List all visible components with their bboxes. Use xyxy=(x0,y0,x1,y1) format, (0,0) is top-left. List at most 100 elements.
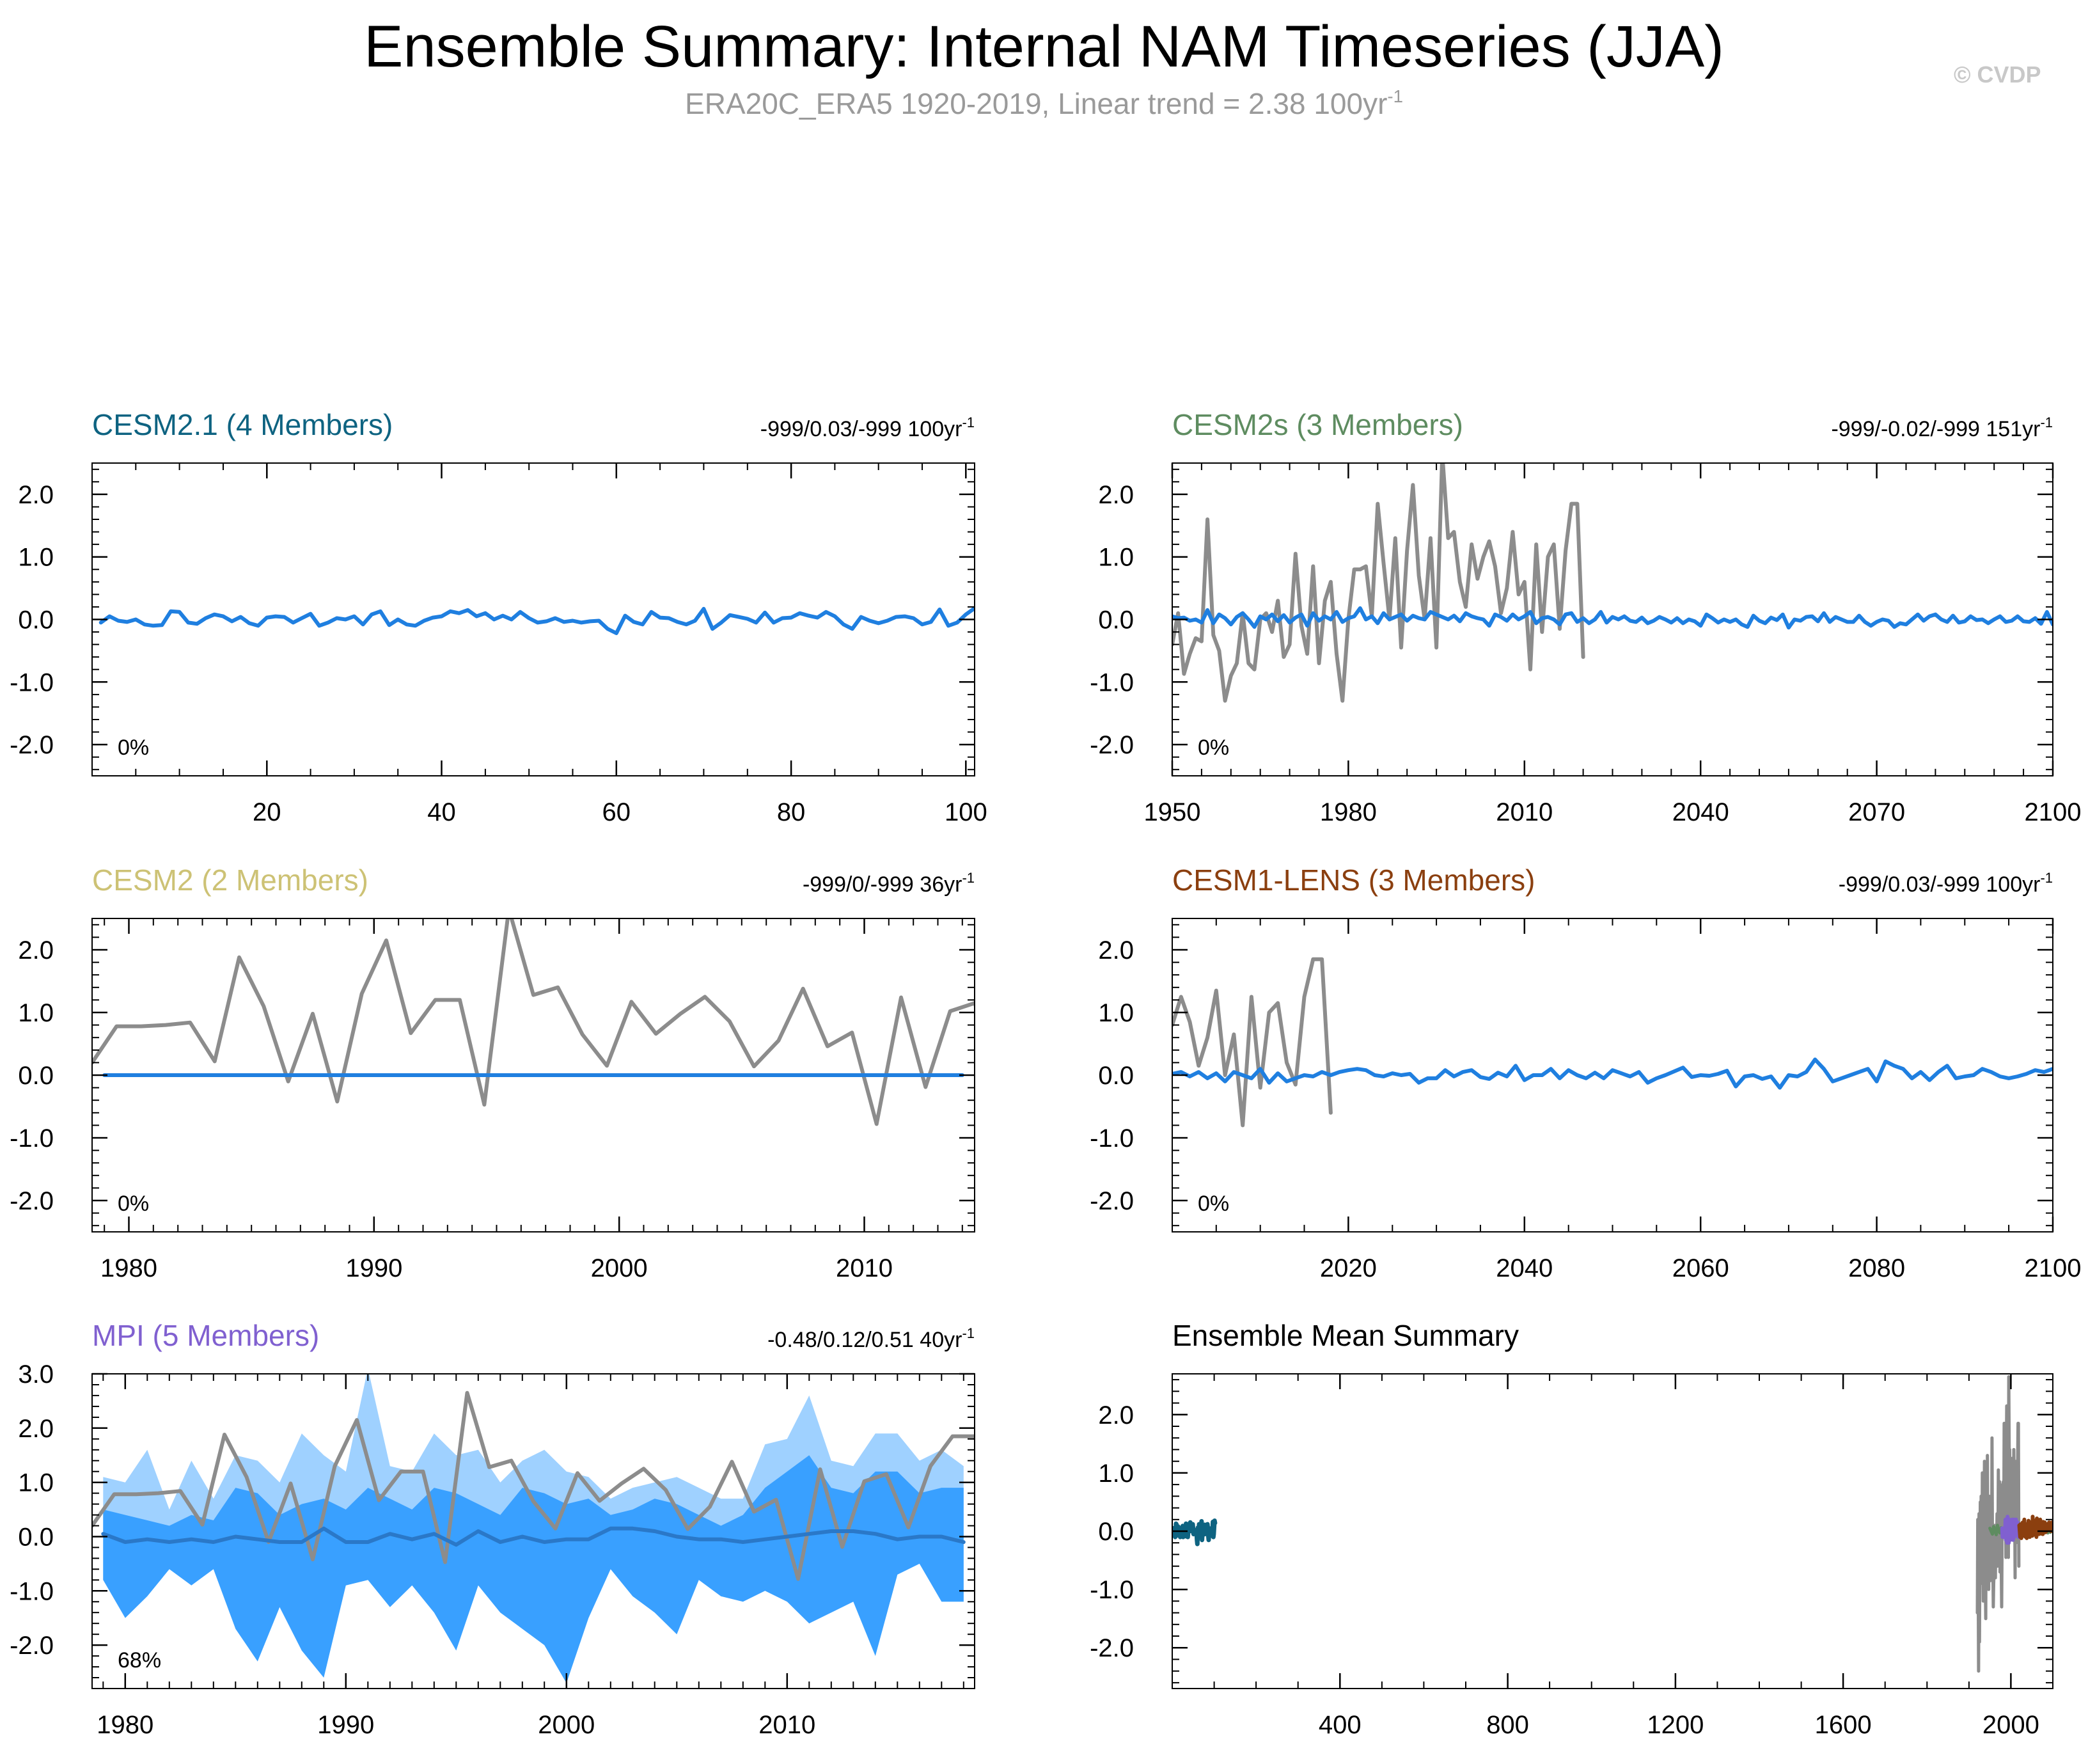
y-tick-label: -2.0 xyxy=(10,731,54,759)
ensemble-mean-line xyxy=(1172,606,2053,630)
x-tick-label: 2070 xyxy=(1848,798,1905,826)
y-tick-label: -2.0 xyxy=(10,1187,54,1215)
x-tick-label: 1990 xyxy=(345,1254,402,1282)
x-tick-label: 800 xyxy=(1486,1711,1529,1739)
y-tick-label: -1.0 xyxy=(10,1124,54,1153)
y-tick-label: 0.0 xyxy=(18,606,54,634)
trend-note-exponent: -1 xyxy=(2040,414,2053,430)
x-tick-label: 2100 xyxy=(2025,798,2082,826)
x-tick-label: 1980 xyxy=(100,1254,157,1282)
y-tick-label: -2.0 xyxy=(1090,1634,1134,1662)
trend-note-text: -999/0.03/-999 100yr xyxy=(1839,872,2041,897)
axis-ticks xyxy=(92,918,975,1232)
y-tick-label: -1.0 xyxy=(10,1577,54,1605)
chart-title: CESM2.1 (4 Members) xyxy=(92,408,393,441)
subtitle-text: ERA20C_ERA5 1920-2019, Linear trend = 2.… xyxy=(685,87,1388,120)
chart-title: MPI (5 Members) xyxy=(92,1319,319,1352)
page-subtitle: ERA20C_ERA5 1920-2019, Linear trend = 2.… xyxy=(0,86,2088,122)
chart-panel-6: 400 800 1200 1600 2000 2.0 1.0 0.0 -1.0 -2.0 Ensem… xyxy=(1090,1319,2053,1739)
y-tick-label: 1.0 xyxy=(18,544,54,572)
chart-panel-1: 20 40 60 80 100 2.0 1.0 0.0 -1.0 -2.0 CESM2.1 (4 M… xyxy=(10,408,987,826)
percent-label: 68% xyxy=(118,1648,161,1673)
x-tick-label: 60 xyxy=(602,798,631,826)
percent-label: 0% xyxy=(1198,736,1229,760)
y-tick-label: -1.0 xyxy=(1090,668,1134,697)
plot-area xyxy=(1172,463,2053,703)
chart-panel-4: 2020 2040 2060 2080 2100 2.0 1.0 0.0 -1.0 -2.0 CES… xyxy=(1090,863,2081,1282)
subtitle-exponent: -1 xyxy=(1387,86,1403,107)
plot-area xyxy=(92,1374,975,1683)
x-tick-label: 2000 xyxy=(538,1711,595,1739)
x-tick-label: 2040 xyxy=(1672,798,1729,826)
axis-ticks xyxy=(1172,1374,2053,1689)
plot-area xyxy=(1172,1375,2053,1673)
ensemble-mean-line xyxy=(98,606,975,635)
trend-note-exponent: -1 xyxy=(962,1325,975,1341)
axis-ticks xyxy=(1171,463,2054,776)
y-tick-label: -1.0 xyxy=(10,668,54,697)
trend-note: -0.48/0.12/0.51 40yr-1 xyxy=(767,1325,975,1352)
trend-note: -999/0/-999 36yr-1 xyxy=(803,870,975,897)
page-title: Ensemble Summary: Internal NAM Timeserie… xyxy=(364,14,1724,79)
y-tick-label: -2.0 xyxy=(1090,731,1134,759)
x-tick-label: 400 xyxy=(1319,1711,1362,1739)
y-tick-label: -1.0 xyxy=(1090,1124,1134,1153)
trend-note-exponent: -1 xyxy=(962,870,975,886)
ensemble-mean-line xyxy=(101,1526,966,1547)
plot-area xyxy=(1172,957,2053,1128)
x-tick-label: 2010 xyxy=(1496,798,1553,826)
trend-note-exponent: -1 xyxy=(962,414,975,430)
y-tick-label: 2.0 xyxy=(18,481,54,509)
y-tick-label: 2.0 xyxy=(1098,936,1134,965)
x-tick-label: 2000 xyxy=(591,1254,648,1282)
x-tick-label: 1990 xyxy=(317,1711,374,1739)
summary-line-cesm1lens xyxy=(2017,1515,2053,1540)
x-tick-label: 40 xyxy=(427,798,456,826)
percent-label: 0% xyxy=(118,736,149,760)
axis-ticks xyxy=(1172,918,2054,1232)
y-tick-label: 1.0 xyxy=(1098,999,1134,1027)
trend-note-exponent: -1 xyxy=(2040,870,2053,886)
plot-area xyxy=(98,606,975,635)
observations-line xyxy=(92,1390,975,1581)
trend-note-text: -999/0.03/-999 100yr xyxy=(760,417,962,441)
summary-line-obs_gray xyxy=(1975,1375,2021,1673)
y-tick-label: 2.0 xyxy=(1098,1401,1134,1429)
trend-note-text: -999/0/-999 36yr xyxy=(803,872,962,897)
trend-note-text: -0.48/0.12/0.51 40yr xyxy=(767,1328,962,1352)
x-tick-label: 1980 xyxy=(97,1711,153,1739)
y-tick-label: -1.0 xyxy=(1090,1576,1134,1604)
trend-note: -999/0.03/-999 100yr-1 xyxy=(760,414,975,441)
chart-title: CESM2s (3 Members) xyxy=(1172,408,1463,441)
summary-line-mpi xyxy=(2000,1515,2021,1545)
trend-note: -999/-0.02/-999 151yr-1 xyxy=(1831,414,2053,441)
percent-label: 0% xyxy=(118,1192,149,1216)
x-tick-label: 2060 xyxy=(1672,1254,1729,1282)
plot-frame xyxy=(91,1373,975,1689)
y-tick-label: 2.0 xyxy=(18,936,54,965)
chart-title: CESM2 (2 Members) xyxy=(92,863,368,897)
chart-panel-2: 1950 1980 2010 2040 2070 2100 2.0 1.0 0.0 -1.0 -2.… xyxy=(1090,408,2081,826)
x-tick-label: 20 xyxy=(253,798,281,826)
plot-area xyxy=(92,918,975,1126)
y-tick-label: 1.0 xyxy=(1098,544,1134,572)
y-tick-label: 0.0 xyxy=(18,1062,54,1090)
trend-note-text: -999/-0.02/-999 151yr xyxy=(1831,417,2040,441)
y-tick-label: 0.0 xyxy=(18,1523,54,1551)
x-tick-label: 80 xyxy=(777,798,806,826)
y-tick-label: 0.0 xyxy=(1098,1518,1134,1546)
chart-title: CESM1-LENS (3 Members) xyxy=(1172,863,1535,897)
trend-note: -999/0.03/-999 100yr-1 xyxy=(1839,870,2053,897)
chart-panel-5: 1980 1990 2000 2010 3.0 2.0 1.0 0.0 -1.0 -2.0 MPI … xyxy=(10,1319,975,1739)
x-tick-label: 2000 xyxy=(1982,1711,2039,1739)
x-tick-label: 1600 xyxy=(1815,1711,1872,1739)
y-tick-label: 0.0 xyxy=(1098,606,1134,634)
observations-line xyxy=(92,918,975,1126)
x-tick-label: 2010 xyxy=(836,1254,893,1282)
y-tick-label: 2.0 xyxy=(18,1415,54,1443)
y-tick-label: -2.0 xyxy=(1090,1187,1134,1215)
x-tick-label: 2010 xyxy=(758,1711,815,1739)
observations-line xyxy=(1172,463,1585,703)
observations-line xyxy=(1172,957,1333,1128)
